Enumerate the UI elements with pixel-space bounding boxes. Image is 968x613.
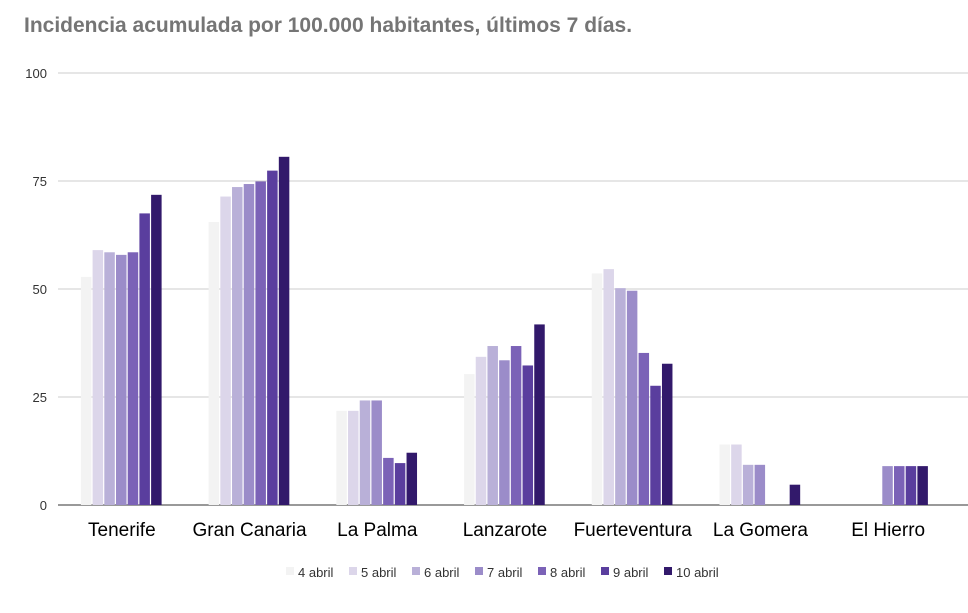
chart-title: Incidencia acumulada por 100.000 habitan… [24, 14, 633, 37]
bar-tenerife-10-abril [151, 194, 162, 505]
bar-lanzarote-8-abril [510, 346, 522, 505]
legend-swatch [349, 567, 357, 575]
legend-swatch [664, 567, 672, 575]
bar-la-palma-4-abril [336, 410, 347, 505]
bar-gran-canaria-10-abril [278, 156, 290, 506]
x-tick-label: Fuerteventura [574, 520, 693, 541]
legend-swatch [475, 567, 483, 575]
bar-gran-canaria-6-abril [232, 187, 243, 505]
bar-fuerteventura-6-abril [615, 288, 626, 505]
bar-la-palma-10-abril [406, 452, 418, 505]
bar-la-gomera-4-abril [719, 444, 730, 505]
bar-fuerteventura-9-abril [650, 385, 661, 505]
y-tick-label: 50 [33, 282, 47, 297]
bar-gran-canaria-8-abril [255, 181, 266, 505]
bar-gran-canaria-5-abril [220, 196, 231, 505]
bar-lanzarote-7-abril [499, 360, 510, 505]
legend-swatch [286, 567, 294, 575]
bar-tenerife-5-abril [92, 250, 104, 505]
legend-swatch [412, 567, 420, 575]
x-tick-label: Gran Canaria [193, 520, 307, 541]
y-tick-label: 25 [33, 390, 47, 405]
bar-lanzarote-4-abril [464, 374, 475, 505]
bar-el-hierro-9-abril [905, 466, 917, 505]
legend-label: 7 abril [487, 565, 523, 580]
bar-la-palma-9-abril [394, 463, 406, 505]
legend-label: 10 abril [676, 565, 719, 580]
bar-la-palma-5-abril [348, 410, 359, 505]
x-tick-label: El Hierro [851, 520, 925, 541]
bar-la-gomera-7-abril [754, 464, 766, 505]
legend-swatch [538, 567, 546, 575]
bar-lanzarote-10-abril [534, 324, 545, 505]
bar-fuerteventura-4-abril [591, 273, 603, 505]
bar-el-hierro-10-abril [917, 466, 928, 505]
legend-swatch [601, 567, 609, 575]
legend-label: 5 abril [361, 565, 397, 580]
bar-gran-canaria-7-abril [243, 184, 255, 506]
bar-tenerife-6-abril [104, 252, 115, 505]
bar-gran-canaria-4-abril [208, 222, 220, 506]
bar-la-gomera-5-abril [731, 444, 742, 505]
bar-tenerife-9-abril [139, 213, 150, 505]
bar-la-palma-6-abril [359, 400, 371, 505]
x-tick-label: La Gomera [713, 520, 808, 541]
bar-fuerteventura-5-abril [603, 269, 614, 505]
bar-la-gomera-10-abril [789, 484, 801, 505]
bar-tenerife-8-abril [127, 252, 139, 505]
bar-el-hierro-8-abril [893, 466, 905, 505]
bar-la-palma-7-abril [371, 400, 382, 505]
x-tick-label: Tenerife [88, 520, 156, 541]
bar-lanzarote-6-abril [487, 346, 498, 505]
bar-tenerife-7-abril [116, 254, 127, 505]
y-tick-label: 0 [40, 498, 47, 513]
bar-la-palma-8-abril [383, 457, 394, 505]
y-tick-label: 75 [33, 174, 47, 189]
bar-fuerteventura-7-abril [626, 290, 638, 505]
bar-gran-canaria-9-abril [267, 170, 278, 505]
bar-tenerife-4-abril [80, 276, 92, 505]
bar-fuerteventura-8-abril [638, 352, 650, 505]
bar-la-gomera-6-abril [742, 464, 754, 505]
legend-label: 6 abril [424, 565, 460, 580]
legend-label: 9 abril [613, 565, 649, 580]
bar-lanzarote-5-abril [475, 356, 487, 505]
x-tick-label: Lanzarote [463, 520, 548, 541]
y-tick-label: 100 [25, 66, 47, 81]
x-tick-label: La Palma [337, 520, 418, 541]
legend-label: 8 abril [550, 565, 586, 580]
bar-el-hierro-7-abril [882, 466, 893, 505]
bar-fuerteventura-10-abril [661, 363, 673, 505]
legend-label: 4 abril [298, 565, 334, 580]
bar-lanzarote-9-abril [522, 365, 534, 505]
